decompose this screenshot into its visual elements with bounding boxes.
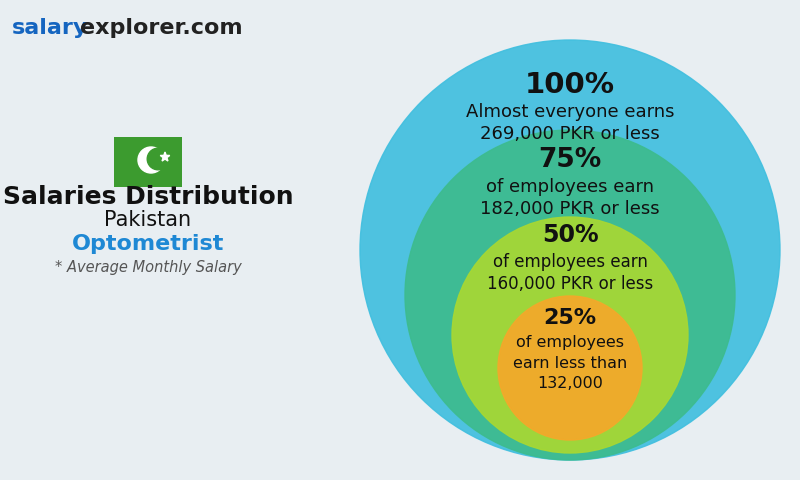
FancyBboxPatch shape bbox=[114, 137, 182, 187]
Text: Pakistan: Pakistan bbox=[105, 210, 191, 230]
Text: 25%: 25% bbox=[543, 308, 597, 328]
Text: explorer.com: explorer.com bbox=[80, 18, 242, 38]
Text: of employees earn: of employees earn bbox=[493, 253, 647, 271]
Text: 75%: 75% bbox=[538, 147, 602, 173]
Text: 132,000: 132,000 bbox=[537, 375, 603, 391]
Text: 269,000 PKR or less: 269,000 PKR or less bbox=[480, 125, 660, 143]
Text: Almost everyone earns: Almost everyone earns bbox=[466, 103, 674, 121]
Text: of employees: of employees bbox=[516, 336, 624, 350]
Text: salary: salary bbox=[12, 18, 88, 38]
Circle shape bbox=[405, 130, 735, 460]
Circle shape bbox=[147, 148, 169, 170]
Text: of employees earn: of employees earn bbox=[486, 178, 654, 196]
Text: Salaries Distribution: Salaries Distribution bbox=[2, 185, 294, 209]
Polygon shape bbox=[160, 152, 170, 161]
Circle shape bbox=[138, 147, 164, 173]
Text: 182,000 PKR or less: 182,000 PKR or less bbox=[480, 200, 660, 218]
Text: 50%: 50% bbox=[542, 223, 598, 247]
Circle shape bbox=[498, 296, 642, 440]
Circle shape bbox=[360, 40, 780, 460]
Text: 160,000 PKR or less: 160,000 PKR or less bbox=[487, 275, 653, 293]
Text: * Average Monthly Salary: * Average Monthly Salary bbox=[54, 260, 242, 275]
Text: 100%: 100% bbox=[525, 71, 615, 99]
Text: Optometrist: Optometrist bbox=[72, 234, 224, 254]
Circle shape bbox=[452, 217, 688, 453]
Text: earn less than: earn less than bbox=[513, 356, 627, 371]
